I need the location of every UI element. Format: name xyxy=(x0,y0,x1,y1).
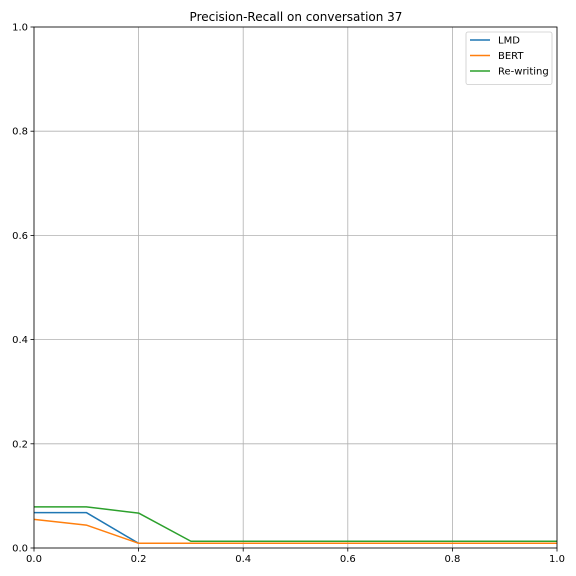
x-tick-label: 0.4 xyxy=(235,554,251,565)
x-tick-label: 0.8 xyxy=(444,554,460,565)
x-tick-label: 0.6 xyxy=(340,554,356,565)
y-tick-label: 0.6 xyxy=(12,231,28,242)
x-tick-label: 0.2 xyxy=(131,554,147,565)
y-tick-label: 0.4 xyxy=(12,335,28,346)
series-line-bert xyxy=(33,518,557,545)
legend-label-bert: BERT xyxy=(498,51,524,62)
series-line-lmd xyxy=(34,511,557,545)
y-tick-label: 0.0 xyxy=(12,544,28,555)
plot-area-frame xyxy=(33,26,558,549)
series-line-re-writing xyxy=(34,506,557,542)
y-tick-label: 1.0 xyxy=(12,23,28,34)
y-tick-label: 0.8 xyxy=(12,127,28,138)
x-tick-label: 0.0 xyxy=(26,554,42,565)
legend-label-lmd: LMD xyxy=(498,36,520,47)
legend-label-re-writing: Re-writing xyxy=(498,67,549,78)
series-layer xyxy=(33,506,557,545)
tick-layer: 0.0 0.2 0.4 0.6 0.8 1.0 0.0 0.2 0.4 0.6 0.8 1.0 xyxy=(12,23,565,566)
x-tick-label: 1.0 xyxy=(549,554,565,565)
legend: LMD BERT Re-writing xyxy=(465,31,553,85)
grid-layer xyxy=(33,26,558,549)
chart-title: Precision-Recall on conversation 37 xyxy=(190,10,403,24)
y-tick-label: 0.2 xyxy=(12,439,28,450)
